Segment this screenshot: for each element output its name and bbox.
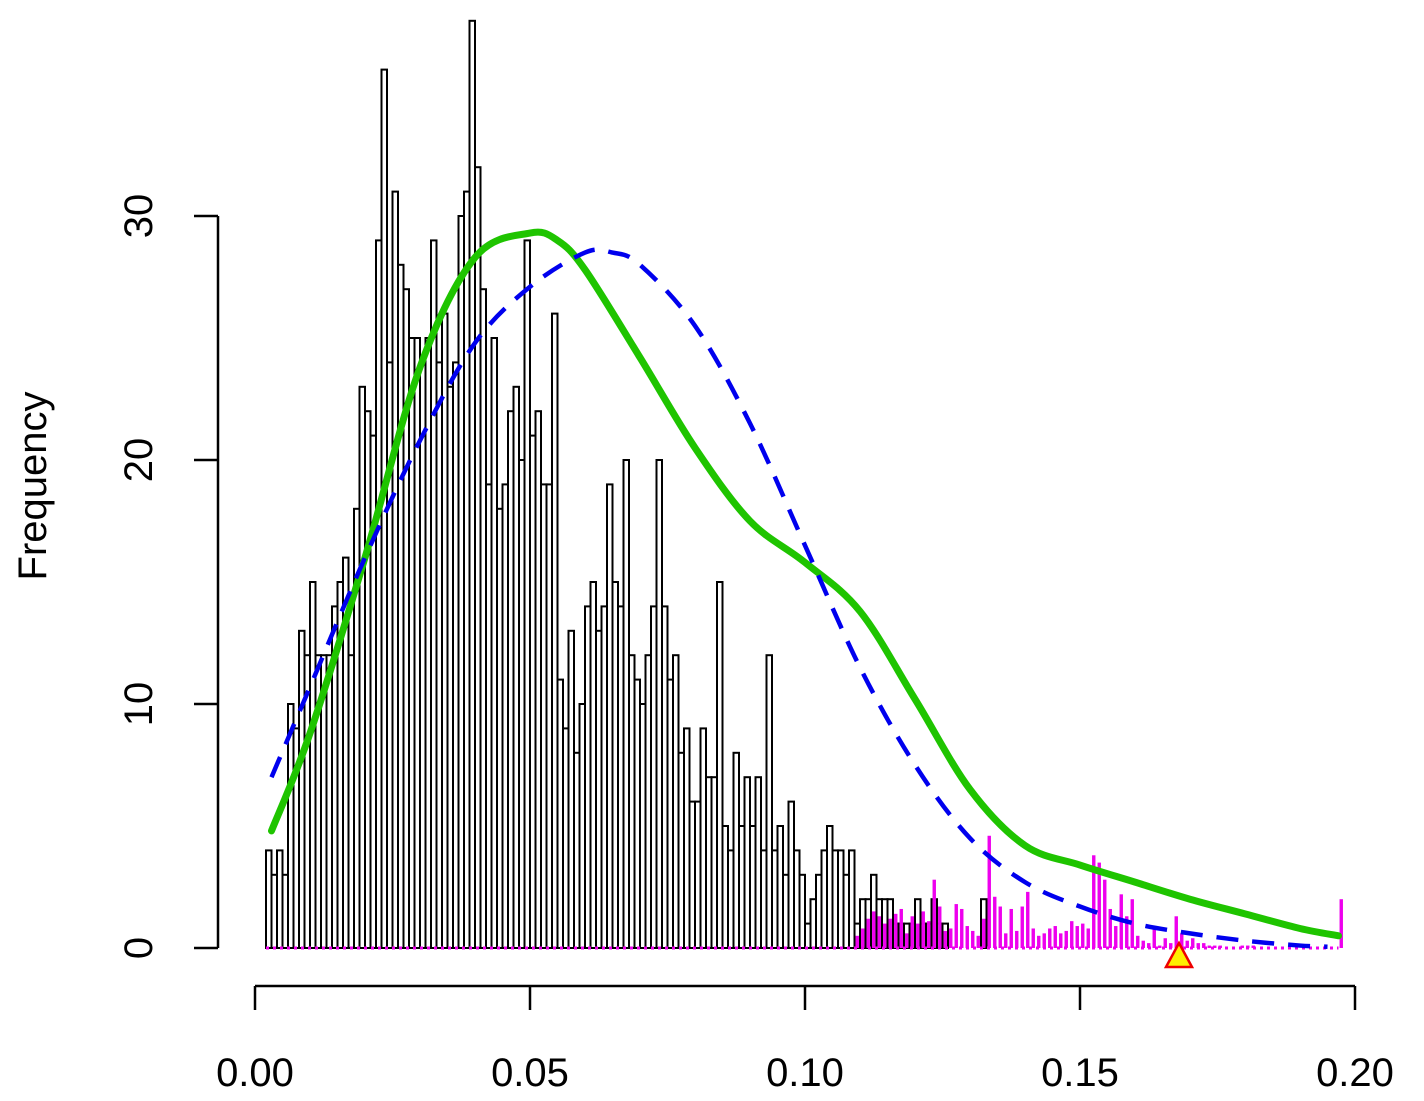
highlight-bar: [1092, 855, 1096, 948]
highlight-bar: [960, 908, 964, 948]
highlight-bar: [1108, 908, 1112, 948]
highlight-bar: [1163, 938, 1167, 948]
highlight-bar: [1136, 935, 1140, 948]
y-axis: 0 10 20 30: [117, 194, 220, 959]
highlight-bar: [1059, 933, 1063, 948]
highlight-bar: [1064, 930, 1068, 948]
highlight-bar: [932, 879, 936, 948]
highlight-bar: [855, 935, 859, 948]
highlight-bar: [872, 911, 876, 948]
highlight-bar: [1191, 938, 1195, 948]
highlight-bar: [1070, 921, 1074, 948]
highlight-bar: [1169, 943, 1173, 948]
highlight-bar: [993, 896, 997, 948]
histogram-bar: [798, 873, 806, 949]
highlight-bar: [949, 928, 953, 948]
highlight-bar: [954, 904, 958, 948]
highlight-bar: [1147, 943, 1151, 948]
highlight-bar: [910, 916, 914, 948]
highlight-bar: [965, 926, 969, 948]
highlight-bar: [1339, 899, 1343, 948]
highlight-bar: [1202, 943, 1206, 948]
highlight-bar: [1042, 933, 1046, 948]
x-tick-label: 0.10: [766, 1051, 844, 1095]
highlight-bar: [883, 923, 887, 948]
x-axis: 0.00 0.05 0.10 0.15 0.20: [216, 984, 1394, 1095]
dashed-density-curve: [269, 247, 1328, 950]
highlight-bar: [1048, 928, 1052, 948]
highlight-bar: [1130, 899, 1134, 948]
highlight-bar: [976, 935, 980, 948]
highlight-bar: [1009, 908, 1013, 948]
highlight-bar: [1174, 916, 1178, 948]
x-tick-label: 0.00: [216, 1051, 294, 1095]
highlight-bar: [971, 930, 975, 948]
highlight-bar: [899, 908, 903, 948]
highlight-bar: [1196, 943, 1200, 948]
histogram-bar: [716, 581, 724, 949]
highlight-bar: [861, 928, 865, 948]
y-tick-label: 0: [117, 937, 161, 959]
highlight-bar: [943, 930, 947, 948]
highlight-bar: [877, 916, 881, 948]
highlight-bar: [1037, 935, 1041, 948]
y-tick-label: 20: [117, 438, 161, 483]
x-tick-label: 0.15: [1041, 1051, 1119, 1095]
highlight-bar: [1180, 933, 1184, 948]
highlight-bar: [1141, 940, 1145, 948]
y-tick-label: 10: [117, 682, 161, 727]
x-tick-label: 0.20: [1316, 1051, 1394, 1095]
histogram-bar: [848, 849, 856, 950]
highlight-bar: [1158, 945, 1162, 948]
highlight-bar: [1075, 926, 1079, 948]
highlight-bar: [894, 913, 898, 948]
highlight-bar: [905, 933, 909, 948]
highlight-bar: [1097, 862, 1101, 948]
highlight-bar: [1185, 940, 1189, 948]
y-axis-title: Frequency: [11, 392, 55, 581]
highlight-bar: [938, 906, 942, 948]
highlight-bar: [1020, 906, 1024, 948]
highlight-bar: [1081, 923, 1085, 948]
highlight-bar: [1004, 933, 1008, 948]
highlight-bar: [1207, 945, 1211, 948]
histogram-bar: [765, 654, 773, 949]
highlight-bar: [1114, 926, 1118, 948]
highlight-bar: [1103, 879, 1107, 948]
highlight-bar: [927, 921, 931, 948]
highlight-bar: [866, 918, 870, 948]
highlight-bar: [1031, 928, 1035, 948]
highlight-bar: [1053, 926, 1057, 948]
highlight-bar: [1086, 928, 1090, 948]
x-tick-label: 0.05: [491, 1051, 569, 1095]
histogram-bars: [265, 19, 988, 950]
highlight-bar: [1026, 891, 1030, 948]
triangle-marker: [1163, 940, 1195, 969]
highlight-bar: [1213, 945, 1217, 948]
highlight-bar: [982, 918, 986, 948]
y-tick-label: 30: [117, 194, 161, 239]
solid-density-curve: [268, 228, 1342, 940]
highlight-bar: [916, 923, 920, 948]
highlight-bar: [1152, 926, 1156, 948]
highlight-bar: [987, 835, 991, 948]
highlight-bar: [1125, 916, 1129, 948]
highlight-bar: [921, 911, 925, 948]
highlight-bar: [1015, 930, 1019, 948]
highlight-bar: [1240, 945, 1244, 948]
highlight-bar: [888, 918, 892, 948]
highlight-bar: [998, 906, 1002, 948]
